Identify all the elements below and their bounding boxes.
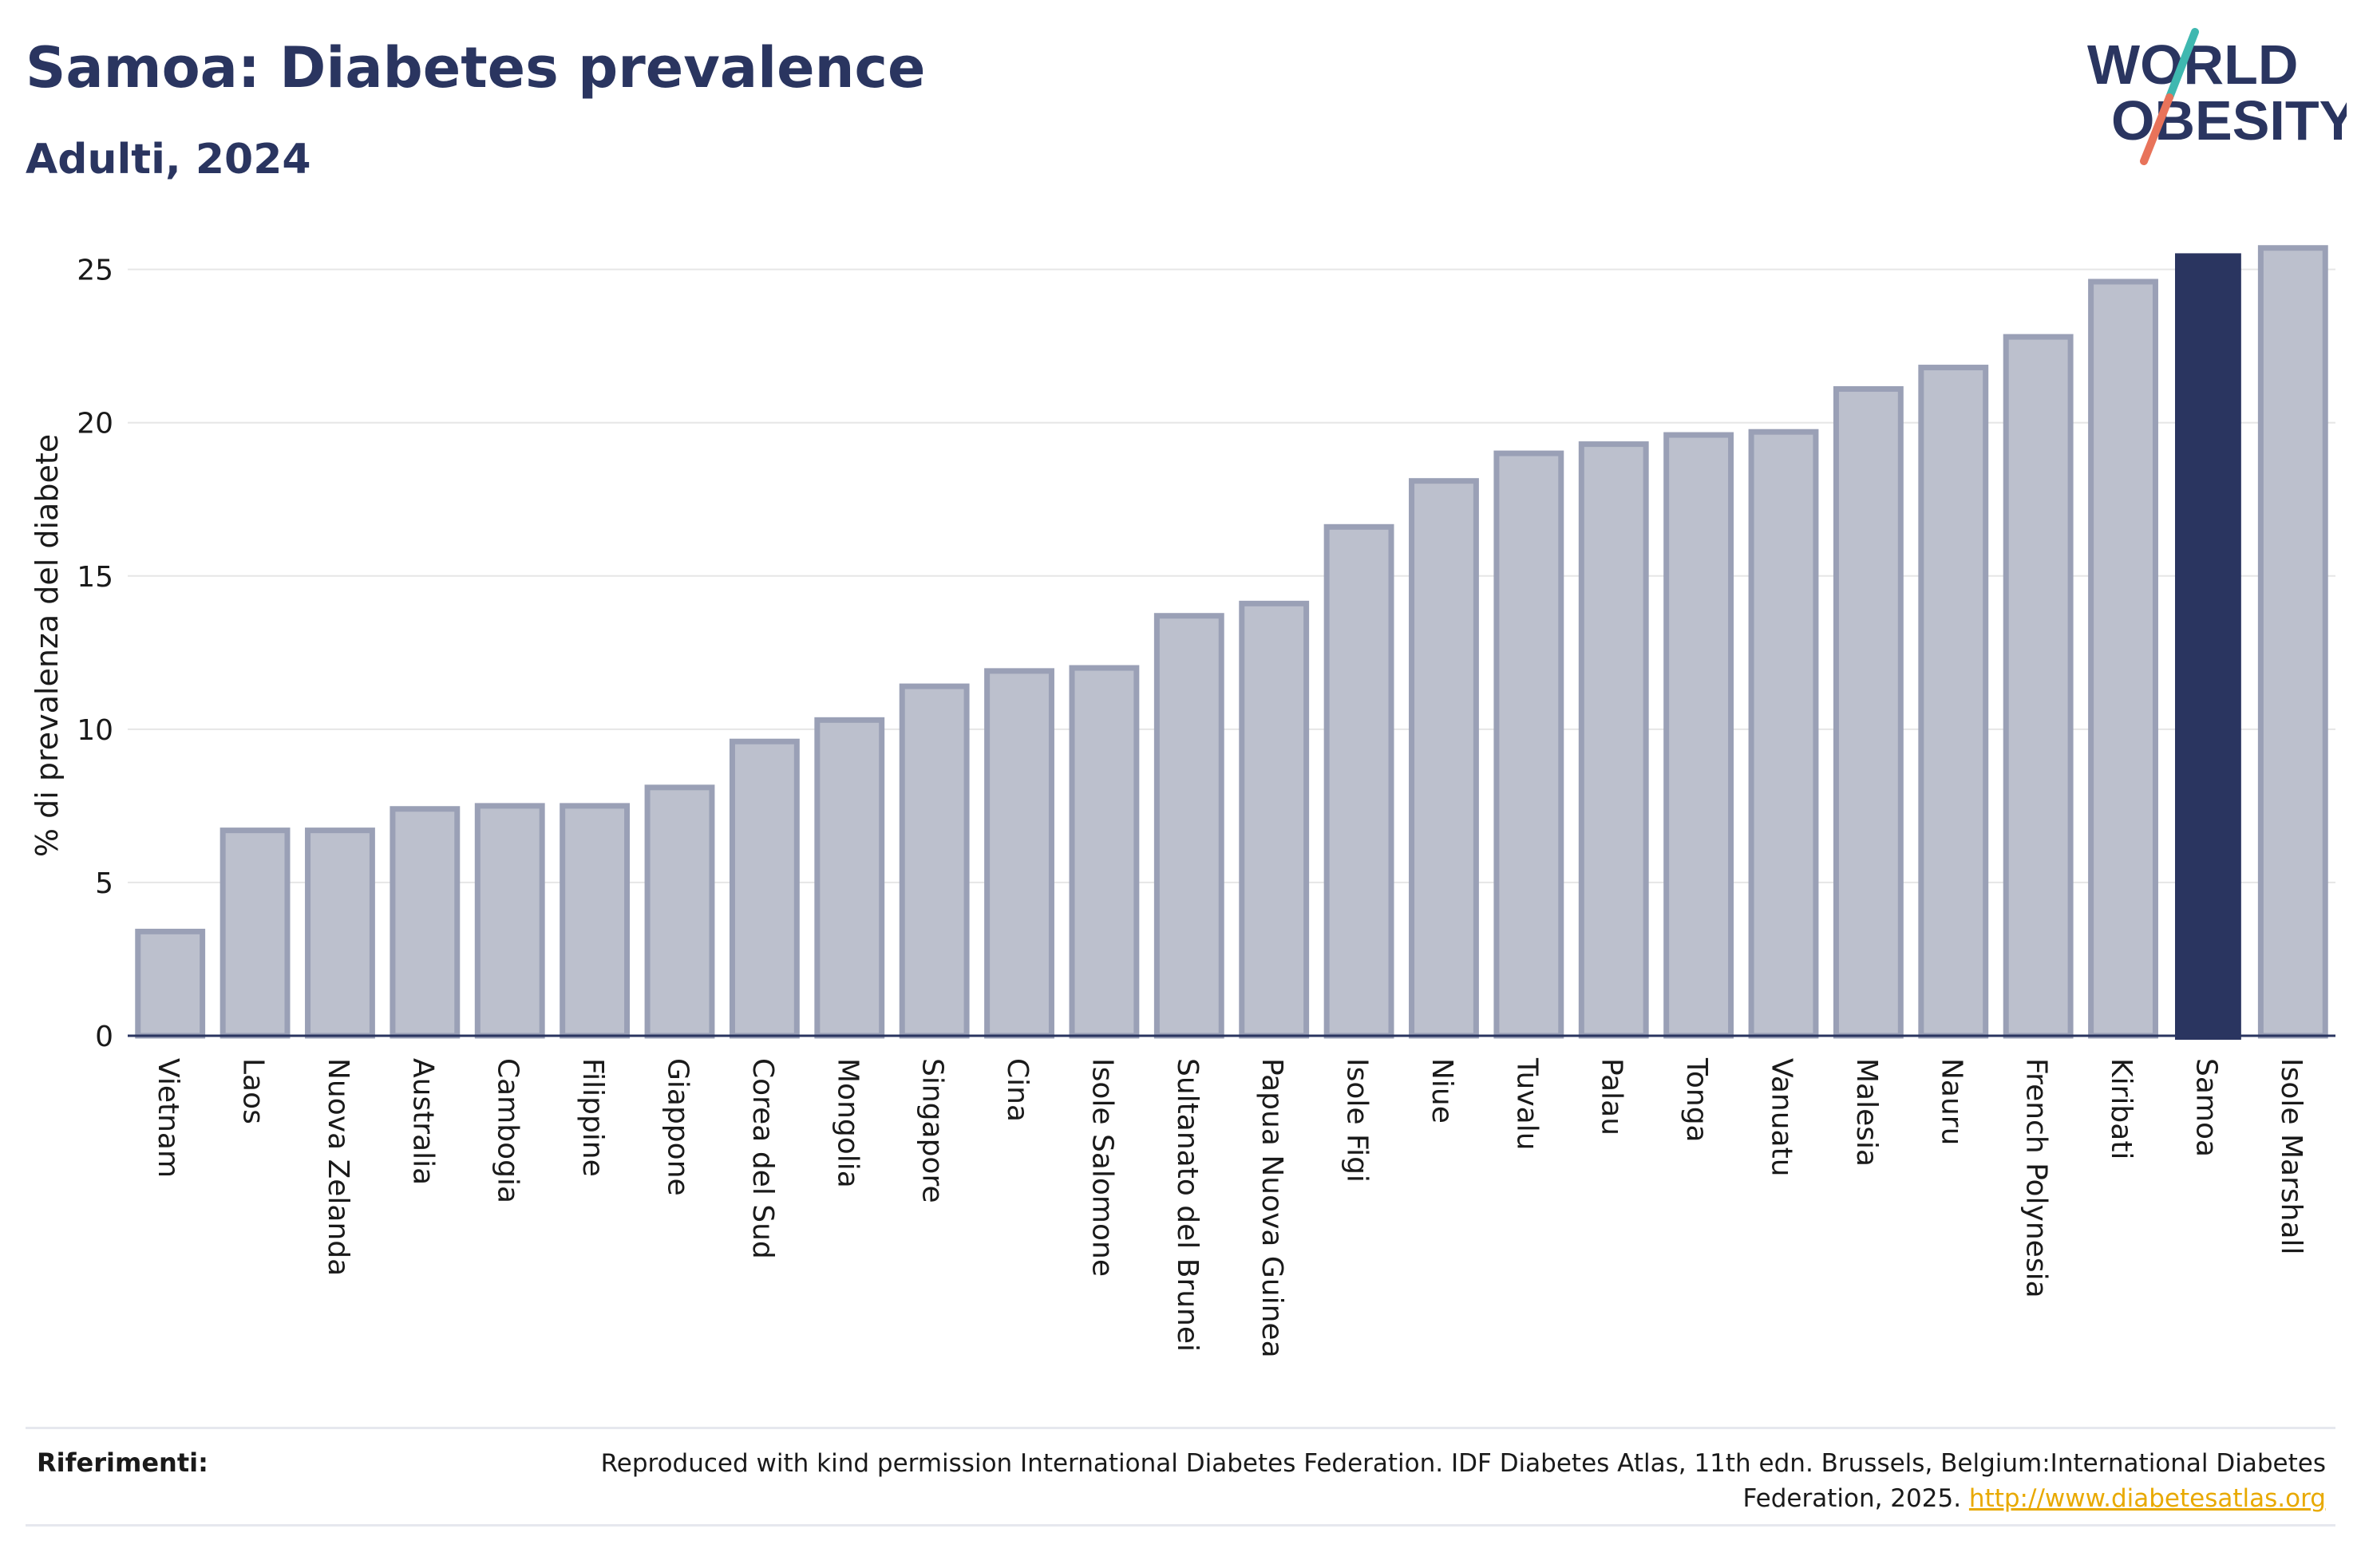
y-tick-label-15: 15 xyxy=(77,561,113,594)
bar-malesia xyxy=(1833,385,1904,1039)
x-tick-label-cambogia: Cambogia xyxy=(492,1058,524,1203)
x-tick-label-giappone: Giappone xyxy=(662,1058,694,1196)
bar-singapore xyxy=(899,683,970,1039)
bar-australia xyxy=(390,806,461,1039)
bar-tuvalu xyxy=(1493,450,1564,1039)
references-top-divider xyxy=(26,1427,2335,1429)
x-tick-label-samoa: Samoa xyxy=(2189,1058,2222,1157)
y-tick-labels: 0 5 10 15 20 25 xyxy=(77,255,113,1053)
bar-vietnam xyxy=(135,928,206,1039)
x-tick-label-isole-salomone: Isole Salomone xyxy=(1086,1058,1118,1277)
references-bottom-divider xyxy=(26,1524,2335,1527)
bar-cina xyxy=(984,668,1054,1039)
bar-nuova-zelanda xyxy=(305,827,375,1039)
x-tick-label-palau: Palau xyxy=(1596,1058,1628,1136)
x-tick-label-vietnam: Vietnam xyxy=(152,1058,184,1178)
bar-palau xyxy=(1578,441,1649,1039)
y-tick-label-0: 0 xyxy=(95,1021,113,1053)
x-tick-label-tonga: Tonga xyxy=(1680,1057,1713,1143)
bar-isole-figi xyxy=(1323,523,1394,1039)
bar-kiribati xyxy=(2088,278,2158,1039)
x-tick-label-filippine: Filippine xyxy=(576,1058,609,1177)
x-tick-label-tuvalu: Tuvalu xyxy=(1510,1057,1543,1151)
references-label: Riferimenti: xyxy=(37,1448,208,1478)
y-tick-label-25: 25 xyxy=(77,255,113,287)
bar-papua-nuova-guinea xyxy=(1239,600,1310,1039)
chart-title: Samoa: Diabetes prevalence xyxy=(26,35,926,101)
y-tick-label-10: 10 xyxy=(77,714,113,747)
x-tick-label-vanuatu: Vanuatu xyxy=(1766,1058,1798,1177)
references-text: Reproduced with kind permission Internat… xyxy=(490,1446,2326,1516)
x-tick-label-niue: Niue xyxy=(1426,1058,1458,1124)
x-tick-label-kiribati: Kiribati xyxy=(2105,1058,2138,1159)
world-obesity-logo: WORLD OBESITY xyxy=(2087,28,2347,165)
x-tick-label-mongolia: Mongolia xyxy=(831,1058,864,1188)
references-link[interactable]: http://www.diabetesatlas.org xyxy=(1968,1484,2326,1513)
logo-slash-coral xyxy=(2140,93,2173,165)
x-tick-label-nuova-zelanda: Nuova Zelanda xyxy=(322,1058,354,1276)
x-tick-label-papua-nuova-guinea: Papua Nuova Guinea xyxy=(1256,1058,1288,1358)
x-tick-label-isole-figi: Isole Figi xyxy=(1341,1058,1374,1183)
y-tick-label-20: 20 xyxy=(77,408,113,440)
x-tick-label-isole-marshall: Isole Marshall xyxy=(2275,1058,2308,1255)
x-tick-label-australia: Australia xyxy=(406,1058,439,1185)
bar-corea-del-sud xyxy=(729,738,800,1039)
x-tick-label-singapore: Singapore xyxy=(916,1058,949,1203)
bar-sultanato-del-brunei xyxy=(1153,613,1224,1039)
x-tick-label-french-polynesia: French Polynesia xyxy=(2020,1058,2053,1298)
bars xyxy=(135,245,2328,1040)
bar-french-polynesia xyxy=(2003,334,2074,1039)
bar-chart: 0 5 10 15 20 25 Vietnam Laos Nuova Zelanda Austr… xyxy=(30,245,2335,1358)
x-tick-label-corea-del-sud: Corea del Sud xyxy=(746,1058,779,1259)
y-tick-label-5: 5 xyxy=(95,867,113,900)
bar-samoa xyxy=(2174,253,2241,1040)
bar-laos xyxy=(219,827,291,1039)
bar-isole-marshall xyxy=(2257,245,2328,1039)
bar-tonga xyxy=(1663,432,1734,1039)
references-citation: Reproduced with kind permission Internat… xyxy=(600,1449,2326,1513)
bar-isole-salomone xyxy=(1069,665,1140,1039)
x-tick-label-laos: Laos xyxy=(237,1058,270,1124)
x-tick-label-cina: Cina xyxy=(1001,1058,1034,1122)
bar-nauru xyxy=(1918,365,1989,1039)
logo-slash-teal xyxy=(2165,28,2199,101)
bar-niue xyxy=(1409,478,1479,1039)
x-tick-label-malesia: Malesia xyxy=(1850,1058,1883,1167)
x-tick-label-sultanato-del-brunei: Sultanato del Brunei xyxy=(1171,1058,1204,1352)
x-tick-labels: Vietnam Laos Nuova Zelanda Australia Cambogi… xyxy=(152,1057,2308,1358)
bar-mongolia xyxy=(814,717,885,1039)
bar-filippine xyxy=(560,803,631,1039)
bar-cambogia xyxy=(474,803,545,1039)
bar-vanuatu xyxy=(1748,429,1819,1039)
bar-giappone xyxy=(644,784,715,1039)
y-axis-label: % di prevalenza del diabete xyxy=(30,434,65,857)
chart-subtitle: Adulti, 2024 xyxy=(26,136,311,184)
x-tick-label-nauru: Nauru xyxy=(1935,1058,1968,1145)
